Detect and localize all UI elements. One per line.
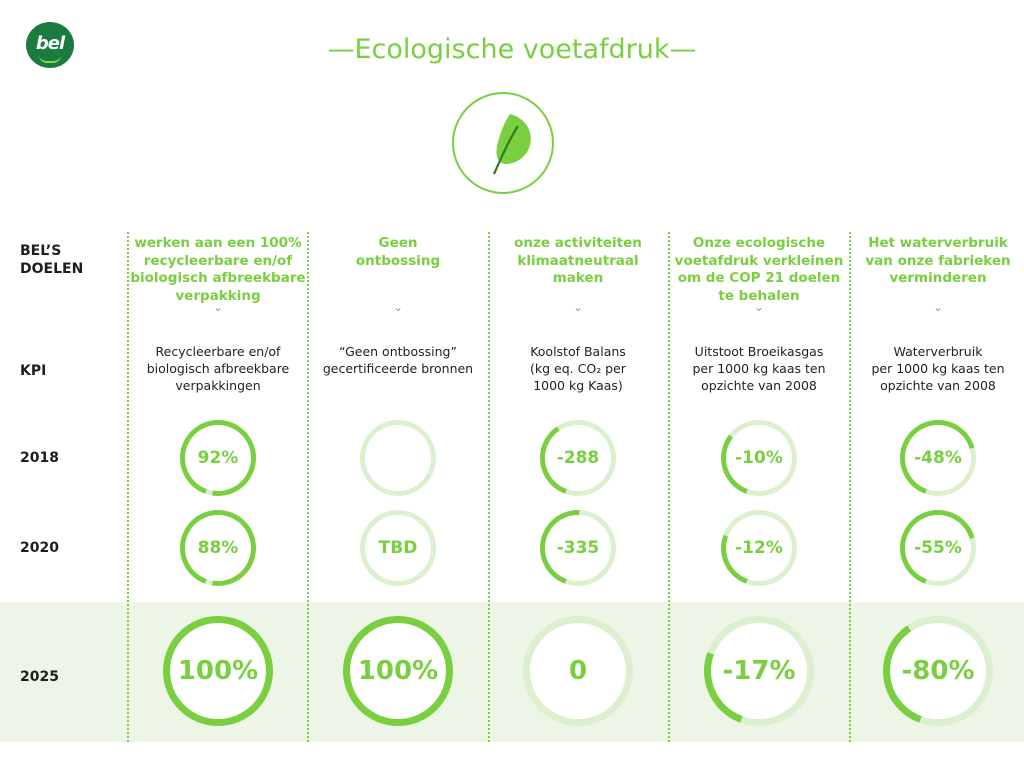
goal-line: Het waterverbruik: [868, 235, 1008, 251]
chevron-down-icon: ⌄: [753, 300, 765, 314]
logo-smile: [39, 55, 61, 63]
kpi-line: biologisch afbreekbare: [146, 361, 290, 376]
value-2018: -288: [545, 425, 611, 491]
goal-line: Onze ecologische: [692, 235, 826, 251]
value-ring-2025: 100%: [343, 616, 453, 726]
value-2020: -335: [545, 515, 611, 581]
goal-line: biologisch afbreekbare: [130, 270, 306, 286]
value-ring-2020: -12%: [721, 510, 797, 586]
logo-text: bel: [35, 33, 65, 54]
bel-logo: bel: [26, 22, 74, 68]
goal-line: werken aan een 100%: [134, 235, 302, 251]
kpi-line: Waterverbruik: [893, 344, 983, 359]
kpi-line: verpakkingen: [175, 378, 261, 393]
goal-text: werken aan een 100% recycleerbare en/of …: [130, 235, 306, 305]
value-2018: -10%: [726, 425, 792, 491]
row-label-2018: 2018: [20, 450, 59, 466]
chevron-down-icon: ⌄: [212, 300, 224, 314]
kpi-line: Recycleerbare en/of: [155, 344, 281, 359]
kpi-text: Koolstof Balans (kg eq. CO₂ per 1000 kg …: [490, 343, 666, 394]
row-label-goals-line2: DOELEN: [20, 261, 84, 277]
row-label-goals-line1: BEL’S: [20, 243, 62, 259]
value-2020: -55%: [905, 515, 971, 581]
kpi-line: (kg eq. CO₂ per: [530, 361, 626, 376]
value-ring-2025: 0: [523, 616, 633, 726]
value-2025: 100%: [170, 623, 266, 719]
goal-line: te behalen: [718, 287, 800, 304]
kpi-line: gecertificeerde bronnen: [322, 361, 474, 376]
value-ring-2025: -80%: [883, 616, 993, 726]
goal-text: Onze ecologische voetafdruk verkleinen o…: [671, 235, 847, 305]
value-2020: TBD: [365, 515, 431, 581]
column-divider: [307, 232, 309, 742]
value-ring-2020: TBD: [360, 510, 436, 586]
kpi-text: “Geen ontbossing” gecertificeerde bronne…: [310, 343, 486, 377]
row-label-2025: 2025: [20, 669, 59, 685]
value-ring-2020: -335: [540, 510, 616, 586]
goal-line: voetafdruk verkleinen: [674, 252, 844, 269]
value-ring-2018: -288: [540, 420, 616, 496]
value-2025: -17%: [711, 623, 807, 719]
value-2025: -80%: [890, 623, 986, 719]
column-divider: [127, 232, 129, 742]
value-ring-2025: 100%: [163, 616, 273, 726]
goal-line: maken: [552, 270, 604, 286]
chevron-down-icon: ⌄: [572, 300, 584, 314]
goal-line: recycleerbare en/of: [143, 252, 293, 269]
value-2018: [365, 425, 431, 491]
value-2020: -12%: [726, 515, 792, 581]
kpi-line: opzichte van 2008: [701, 378, 817, 393]
goal-line: om de COP 21 doelen: [677, 270, 841, 286]
goal-line: verminderen: [889, 270, 987, 286]
goal-text: Geen ontbossing: [310, 235, 486, 270]
kpi-line: per 1000 kg kaas ten: [692, 361, 826, 376]
target-2025-band: [0, 602, 1024, 742]
goal-text: Het waterverbruik van onze fabrieken ver…: [850, 235, 1024, 288]
column-divider: [488, 232, 490, 742]
goal-line: van onze fabrieken: [865, 252, 1011, 269]
value-ring-2018: 92%: [180, 420, 256, 496]
value-ring-2020: 88%: [180, 510, 256, 586]
kpi-text: Uitstoot Broeikasgas per 1000 kg kaas te…: [671, 343, 847, 394]
goal-line: Geen: [378, 235, 418, 251]
goal-line: verpakking: [175, 287, 261, 304]
goal-line: klimaatneutraal: [517, 252, 639, 269]
kpi-text: Recycleerbare en/of biologisch afbreekba…: [130, 343, 306, 394]
value-2018: 92%: [185, 425, 251, 491]
row-label-kpi: KPI: [20, 363, 47, 379]
kpi-line: “Geen ontbossing”: [339, 344, 457, 359]
value-ring-2018: [360, 420, 436, 496]
value-ring-2018: -48%: [900, 420, 976, 496]
kpi-line: 1000 kg Kaas): [533, 378, 623, 393]
chevron-down-icon: ⌄: [392, 300, 404, 314]
value-2025: 0: [530, 623, 626, 719]
value-2025: 100%: [350, 623, 446, 719]
value-ring-2025: -17%: [704, 616, 814, 726]
row-label-2020: 2020: [20, 540, 59, 556]
leaf-icon: [452, 92, 554, 194]
value-2018: -48%: [905, 425, 971, 491]
kpi-line: Koolstof Balans: [530, 344, 626, 359]
value-ring-2020: -55%: [900, 510, 976, 586]
page-title: —Ecologische voetafdruk—: [327, 34, 697, 65]
column-divider: [668, 232, 670, 742]
kpi-line: opzichte van 2008: [880, 378, 996, 393]
chevron-down-icon: ⌄: [932, 300, 944, 314]
goal-line: onze activiteiten: [514, 235, 642, 251]
value-2020: 88%: [185, 515, 251, 581]
goal-text: onze activiteiten klimaatneutraal maken: [490, 235, 666, 288]
kpi-line: per 1000 kg kaas ten: [871, 361, 1005, 376]
kpi-line: Uitstoot Broeikasgas: [694, 344, 824, 359]
column-divider: [849, 232, 851, 742]
value-ring-2018: -10%: [721, 420, 797, 496]
goal-line: ontbossing: [355, 252, 441, 269]
kpi-text: Waterverbruik per 1000 kg kaas ten opzic…: [850, 343, 1024, 394]
